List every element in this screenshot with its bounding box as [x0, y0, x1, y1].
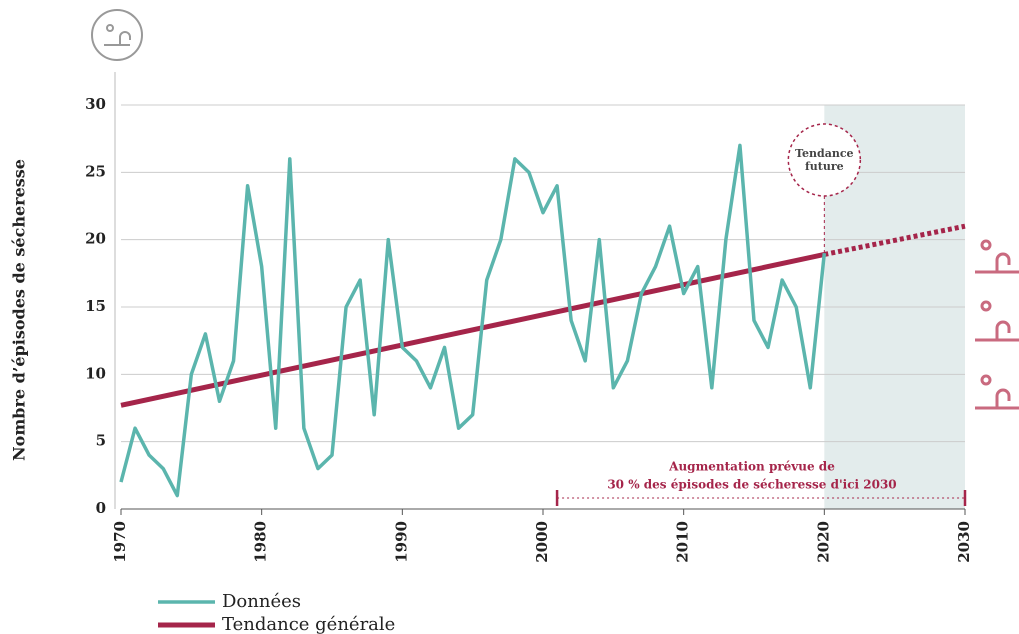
x-tick-label: 1990: [392, 521, 410, 563]
side-icons: [975, 239, 1019, 410]
header-icon: [91, 9, 143, 61]
legend-label: Données: [222, 591, 301, 612]
future-label-word: Tendance: [795, 147, 853, 160]
y-tick-label: 30: [85, 95, 106, 113]
x-tick-label: 2010: [674, 521, 692, 563]
x-tick-label: 2020: [814, 521, 832, 563]
x-tick-label: 2030: [955, 521, 973, 563]
y-tick-label: 10: [85, 364, 106, 382]
increase-text: Augmentation prévue de: [668, 460, 835, 474]
y-tick-label: 5: [96, 432, 106, 450]
x-tick-label: 1980: [252, 521, 270, 563]
y-axis-label: Nombre d’épisodes de sécheresse: [10, 159, 29, 461]
legend-label: Tendance générale: [222, 614, 395, 634]
y-tick-label: 15: [85, 297, 106, 315]
future-circle: [787, 123, 862, 197]
future-label: Tendance future: [795, 147, 853, 173]
y-tick-label: 20: [85, 230, 106, 248]
x-tick-label: 2000: [533, 521, 551, 563]
x-tick-label: 1970: [111, 521, 129, 563]
increase-text: 30 % des épisodes de sécheresse d'ici 20…: [607, 478, 896, 492]
y-tick-label: 0: [96, 499, 106, 517]
projection-line: [823, 223, 966, 257]
data-line: [119, 143, 827, 498]
future-label-word: future: [805, 160, 844, 173]
y-tick-label: 25: [85, 162, 106, 180]
trend-line: [120, 252, 825, 408]
